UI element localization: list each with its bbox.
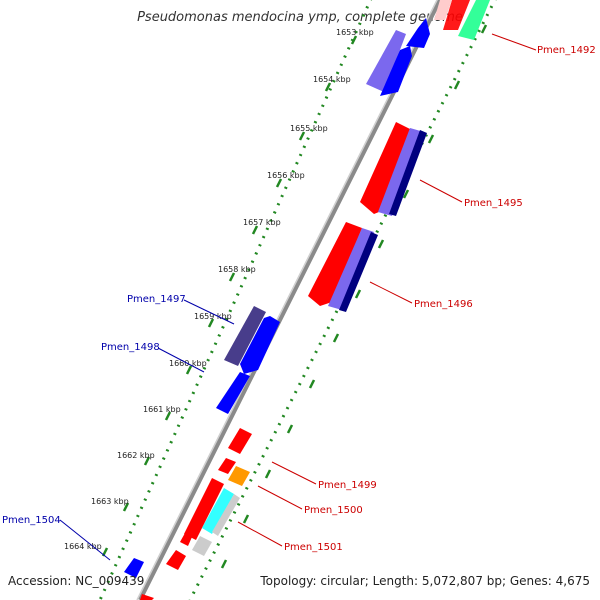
tick-label-1664: 1664 kbp	[64, 542, 102, 551]
genome-title: Pseudomonas mendocina ymp, complete geno…	[137, 10, 463, 25]
tick-label-1658: 1658 kbp	[218, 265, 256, 274]
gene-feature-pmen-1498[interactable]	[240, 316, 280, 374]
gene-label-pmen-1500[interactable]: Pmen_1500	[304, 505, 363, 516]
gene-feature-pmen-1492-a[interactable]	[443, 0, 470, 30]
gene-feature-red-bottom[interactable]	[140, 594, 154, 600]
accession-text: Accession: NC_009439	[8, 574, 145, 588]
gene-feature-red-small-b[interactable]	[166, 550, 186, 570]
gene-label-pmen-1496[interactable]: Pmen_1496	[414, 299, 473, 310]
gene-feature-pmen-1501[interactable]	[202, 488, 234, 534]
gene-label-pmen-1499[interactable]: Pmen_1499	[318, 480, 377, 491]
gene-label-pmen-1501[interactable]: Pmen_1501	[284, 542, 343, 553]
gene-label-pmen-1495[interactable]: Pmen_1495	[464, 198, 523, 209]
gene-feature-pmen-1492-c[interactable]	[434, 0, 452, 20]
tick-label-1654: 1654 kbp	[313, 75, 351, 84]
gene-label-pmen-1504[interactable]: Pmen_1504	[2, 515, 61, 526]
tick-label-1659: 1659 kbp	[194, 312, 232, 321]
outer-tick-ring-left	[98, 0, 373, 600]
tick-label-1657: 1657 kbp	[243, 218, 281, 227]
gene-feature-grey-a[interactable]	[212, 494, 240, 536]
tick-label-1655: 1655 kbp	[290, 124, 328, 133]
tick-label-1656: 1656 kbp	[267, 171, 305, 180]
gene-feature-pmen-1497[interactable]	[224, 306, 266, 366]
gene-feature-slate-top[interactable]	[366, 30, 406, 92]
gene-feature-pmen-1496-c[interactable]	[339, 232, 378, 312]
genome-backbone	[138, 0, 442, 600]
gene-feature-blue-lower[interactable]	[216, 372, 250, 414]
tick-label-1662: 1662 kbp	[117, 451, 155, 460]
gene-feature-pmen-1496[interactable]	[308, 222, 362, 306]
gene-feature-pmen-1492-b[interactable]	[458, 0, 490, 40]
gene-feature-pmen-1495-b[interactable]	[378, 128, 424, 216]
gene-label-pmen-1497[interactable]: Pmen_1497	[127, 294, 186, 305]
label-leaders	[59, 33, 537, 561]
tick-label-1653: 1653 kbp	[336, 28, 374, 37]
tick-label-1661: 1661 kbp	[143, 405, 181, 414]
gene-feature-red-long[interactable]	[184, 478, 224, 540]
gene-feature-red-small-a[interactable]	[218, 458, 236, 474]
gene-feature-red-small-c[interactable]	[180, 524, 196, 546]
gene-feature-pmen-1495-c[interactable]	[389, 130, 427, 216]
gene-feature-blue-top-a[interactable]	[380, 46, 412, 96]
gene-feature-pmen-1504[interactable]	[124, 558, 144, 578]
gene-feature-blue-top-b[interactable]	[406, 18, 430, 48]
gene-label-pmen-1492[interactable]: Pmen_1492	[537, 45, 596, 56]
tick-marks-right	[220, 24, 488, 569]
gene-feature-pmen-1499[interactable]	[228, 428, 252, 454]
gene-feature-grey-b[interactable]	[192, 536, 212, 556]
topology-text: Topology: circular; Length: 5,072,807 bp…	[260, 574, 590, 588]
tick-label-1663: 1663 kbp	[91, 497, 129, 506]
gene-feature-pmen-1500[interactable]	[228, 466, 250, 486]
gene-feature-pmen-1496-b[interactable]	[328, 228, 374, 310]
genome-backbone-highlight	[136, 0, 438, 600]
tick-marks	[101, 35, 358, 557]
gene-feature-pmen-1495[interactable]	[360, 122, 412, 214]
gene-label-pmen-1498[interactable]: Pmen_1498	[101, 342, 160, 353]
